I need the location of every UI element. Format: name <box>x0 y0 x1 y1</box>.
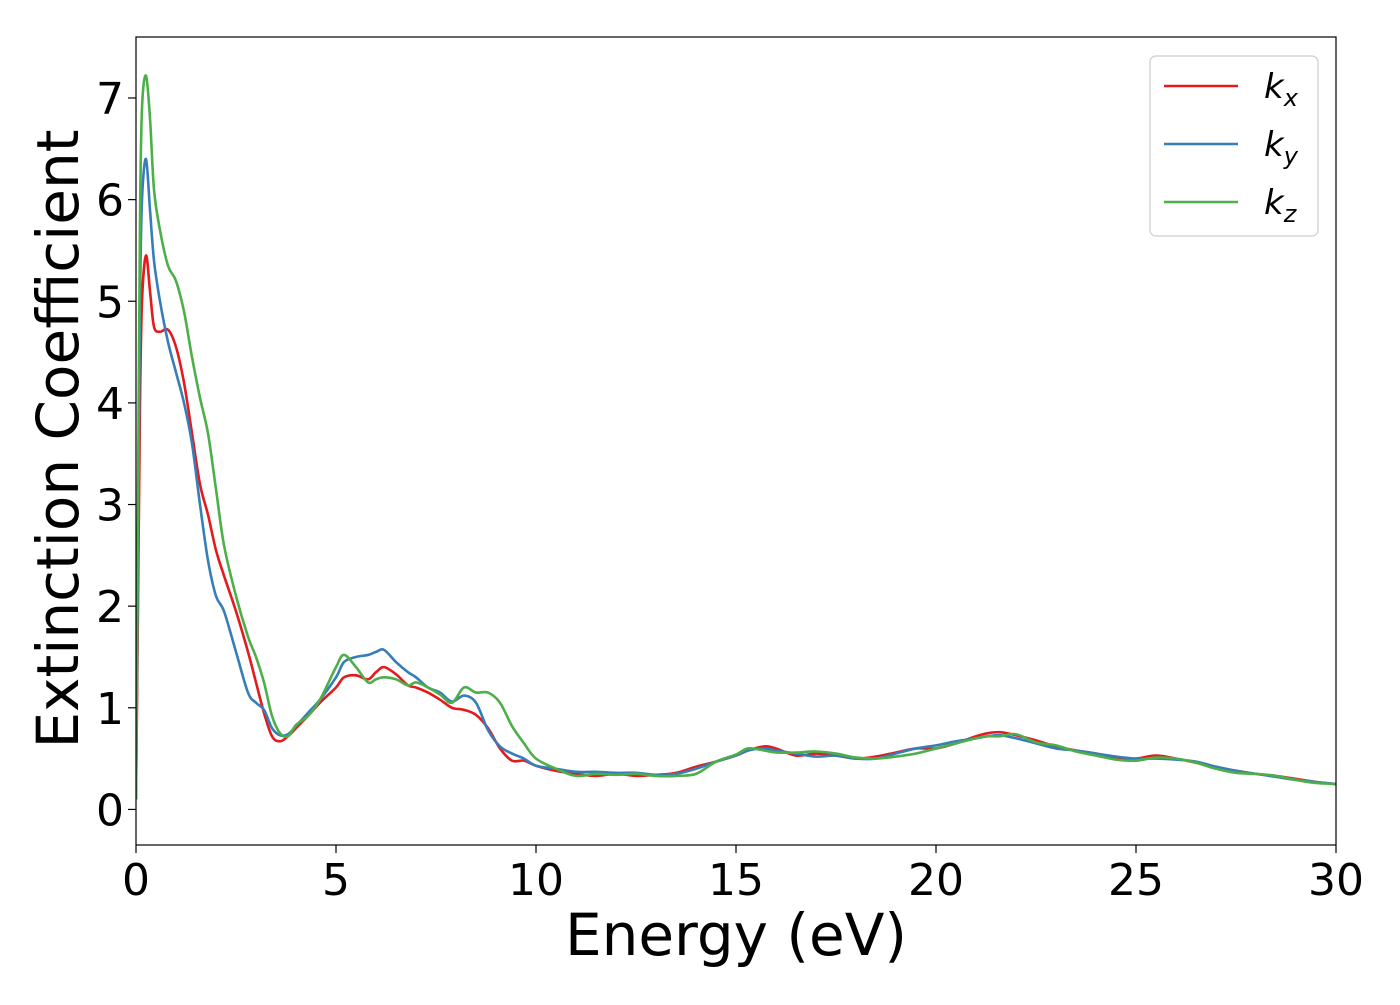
y-tick-label: 0 <box>96 785 124 836</box>
series-layer <box>136 74 1336 800</box>
y-tick-label: 1 <box>96 684 124 735</box>
ticks-layer: 0 5 10 15 20 25 30 0 1 2 3 4 5 6 7 <box>96 74 1364 906</box>
x-tick-label: 5 <box>322 855 350 906</box>
y-tick-label: 6 <box>96 176 124 227</box>
legend-label-y: ky <box>1264 125 1299 170</box>
legend-label-x: kx <box>1264 67 1299 112</box>
y-tick-label: 2 <box>96 582 124 633</box>
y-tick-label: 4 <box>96 379 124 430</box>
legend-box <box>1149 55 1319 237</box>
x-tick-label: 0 <box>122 855 150 906</box>
x-tick-label: 10 <box>508 855 564 906</box>
series-line-z <box>136 74 1336 800</box>
legend: kx ky kz <box>1149 55 1319 237</box>
x-tick-label: 30 <box>1308 855 1364 906</box>
x-tick-label: 15 <box>708 855 764 906</box>
y-tick-label: 5 <box>96 277 124 328</box>
y-tick-label: 3 <box>96 481 124 532</box>
x-tick-label: 20 <box>908 855 964 906</box>
y-axis-title: Extinction Coefficient <box>24 130 92 749</box>
y-tick-label: 7 <box>96 74 124 125</box>
x-axis-title: Energy (eV) <box>565 901 907 969</box>
legend-label-z: kz <box>1264 183 1298 228</box>
x-tick-label: 25 <box>1108 855 1164 906</box>
series-line-y <box>136 157 1336 800</box>
series-line-x <box>136 254 1336 800</box>
